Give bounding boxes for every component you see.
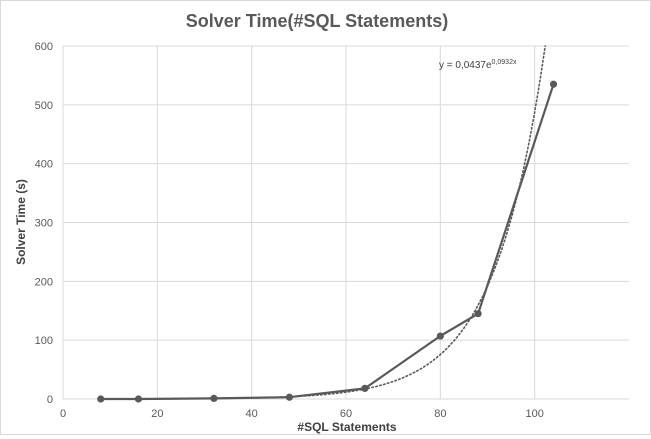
series-layer <box>97 80 558 403</box>
trendline-equation-exponent: 0,0932x <box>492 59 517 66</box>
series-line <box>100 83 555 401</box>
data-point <box>97 395 105 403</box>
y-tick-label: 600 <box>35 41 53 53</box>
y-tick-label: 400 <box>35 159 53 171</box>
x-tick-label: 80 <box>434 408 446 420</box>
trendline-equation-base: y = 0,0437e <box>439 60 492 71</box>
x-tick-label: 20 <box>151 408 163 420</box>
x-tick-label: 100 <box>525 408 543 420</box>
x-tick-label: 40 <box>246 408 258 420</box>
chart-title: Solver Time(#SQL Statements) <box>186 11 448 31</box>
y-tick-label: 200 <box>35 276 53 288</box>
y-tick-label: 100 <box>35 335 53 347</box>
data-point <box>474 310 482 318</box>
x-tick-label: 60 <box>340 408 352 420</box>
tick-labels: 0 100 200 300 400 500 600 0 20 40 60 80 100 <box>35 41 544 420</box>
y-tick-label: 0 <box>47 394 53 406</box>
y-axis-title: Solver Time (s) <box>14 179 28 265</box>
y-tick-label: 500 <box>35 100 53 112</box>
x-tick-label: 0 <box>60 408 66 420</box>
data-point <box>361 384 369 393</box>
x-axis-title: #SQL Statements <box>297 420 396 434</box>
data-point <box>436 332 444 340</box>
data-point <box>134 395 143 403</box>
trendline-equation: y = 0,0437e0,0932x <box>439 59 517 71</box>
gridlines <box>62 45 629 400</box>
y-tick-label: 300 <box>35 218 53 230</box>
data-point <box>285 393 293 401</box>
data-point <box>549 80 558 88</box>
data-point <box>210 394 218 403</box>
